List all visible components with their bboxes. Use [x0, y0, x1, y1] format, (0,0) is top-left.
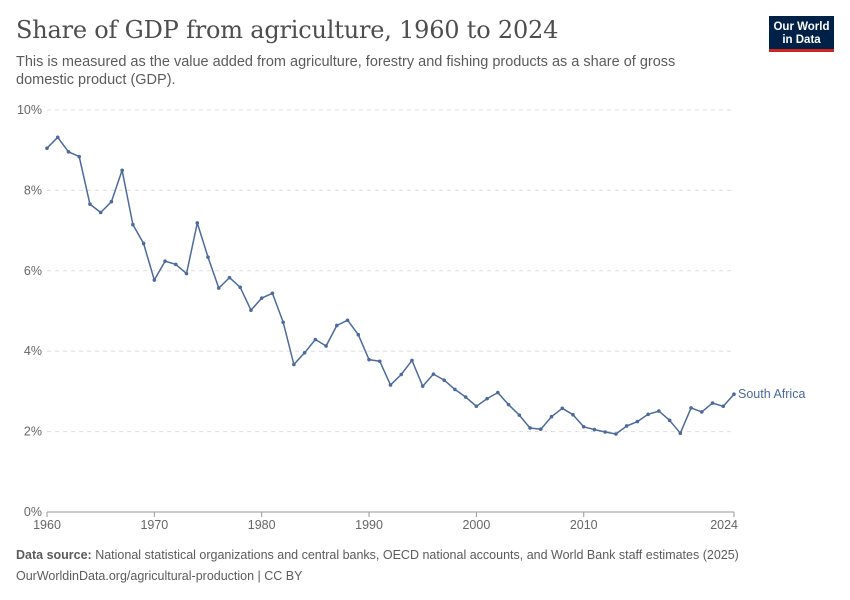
x-tick-label: 2000	[462, 518, 490, 532]
data-point[interactable]	[131, 222, 135, 227]
data-point[interactable]	[66, 150, 71, 154]
data-point[interactable]	[238, 285, 243, 290]
data-point[interactable]	[270, 291, 275, 296]
data-point[interactable]	[206, 255, 210, 259]
data-point[interactable]	[45, 146, 49, 150]
data-point[interactable]	[77, 154, 82, 159]
data-point[interactable]	[453, 387, 457, 392]
data-point[interactable]	[152, 278, 157, 282]
data-point[interactable]	[249, 308, 253, 312]
y-tick-label: 4%	[24, 344, 42, 358]
data-point[interactable]	[356, 332, 361, 337]
data-point[interactable]	[474, 404, 479, 409]
logo-line-1: Our World	[773, 21, 830, 33]
data-source-label: Data source:	[16, 548, 92, 562]
data-point[interactable]	[109, 199, 114, 204]
y-tick-label: 10%	[17, 103, 42, 117]
data-point[interactable]	[163, 259, 167, 263]
owid-logo[interactable]: Our World in Data	[769, 16, 834, 52]
data-point[interactable]	[496, 390, 500, 395]
data-point[interactable]	[335, 323, 339, 328]
series-line-south-africa[interactable]	[46, 136, 735, 435]
data-point[interactable]	[141, 241, 146, 246]
data-point[interactable]	[292, 362, 296, 367]
x-tick-label: 1990	[355, 518, 383, 532]
data-point[interactable]	[259, 296, 264, 300]
data-point[interactable]	[216, 286, 221, 290]
data-point[interactable]	[614, 432, 618, 436]
y-tick-label: 0%	[24, 505, 42, 519]
data-point[interactable]	[302, 351, 307, 355]
data-point[interactable]	[635, 419, 640, 424]
data-point[interactable]	[227, 275, 232, 280]
data-point[interactable]	[313, 337, 318, 342]
data-point[interactable]	[345, 318, 350, 323]
data-point[interactable]	[624, 424, 629, 428]
data-point[interactable]	[367, 357, 371, 362]
data-point[interactable]	[120, 168, 124, 173]
data-point[interactable]	[517, 413, 522, 417]
x-axis: 1960 1970 1980 1990 2000 2010 2024	[33, 511, 738, 532]
y-tick-label: 8%	[24, 183, 42, 197]
data-point[interactable]	[442, 378, 446, 382]
x-tick-label: 2010	[570, 518, 598, 532]
data-point[interactable]	[420, 384, 425, 388]
data-point[interactable]	[603, 430, 607, 434]
data-point[interactable]	[55, 135, 60, 140]
grid-lines	[47, 109, 734, 433]
data-point[interactable]	[689, 406, 693, 410]
data-point[interactable]	[324, 344, 328, 348]
data-point[interactable]	[667, 418, 672, 423]
data-point[interactable]	[506, 402, 511, 407]
data-point[interactable]	[549, 414, 554, 419]
x-tick-label: 1970	[140, 518, 168, 532]
data-point[interactable]	[410, 358, 414, 363]
x-tick-label: 1980	[248, 518, 276, 532]
chart-subtitle: This is measured as the value added from…	[16, 54, 676, 88]
series-layer: South Africa	[45, 135, 805, 436]
source-url[interactable]: OurWorldinData.org/agricultural-producti…	[16, 569, 303, 583]
data-point[interactable]	[388, 383, 393, 387]
data-point[interactable]	[431, 372, 436, 376]
x-tick-label: 2024	[710, 518, 738, 532]
data-point[interactable]	[581, 424, 586, 429]
data-point[interactable]	[657, 409, 661, 413]
data-point[interactable]	[528, 426, 532, 430]
data-point[interactable]	[699, 410, 704, 414]
logo-line-2: in Data	[782, 34, 821, 46]
data-point[interactable]	[592, 427, 597, 432]
data-source-text: National statistical organizations and c…	[91, 548, 739, 562]
data-source: Data source: National statistical organi…	[16, 548, 739, 562]
data-point[interactable]	[174, 262, 178, 267]
data-point[interactable]	[560, 406, 565, 411]
data-point[interactable]	[377, 359, 382, 364]
data-point[interactable]	[732, 392, 736, 397]
data-point[interactable]	[485, 396, 489, 401]
data-point[interactable]	[195, 221, 200, 225]
series-label-south-africa: South Africa	[738, 387, 805, 401]
data-point[interactable]	[538, 427, 543, 431]
data-point[interactable]	[710, 401, 715, 405]
y-tick-label: 2%	[24, 425, 42, 439]
data-point[interactable]	[646, 412, 650, 417]
x-tick-label: 1960	[33, 518, 61, 532]
data-point[interactable]	[281, 320, 285, 325]
data-point[interactable]	[721, 404, 726, 409]
y-tick-label: 6%	[24, 264, 42, 278]
chart-title: Share of GDP from agriculture, 1960 to 2…	[16, 16, 559, 44]
data-point[interactable]	[184, 271, 189, 276]
data-point[interactable]	[678, 431, 683, 436]
y-axis-tick-labels: 0% 2% 4% 6% 8% 10%	[17, 103, 42, 519]
data-point[interactable]	[399, 372, 404, 377]
data-point[interactable]	[463, 395, 468, 399]
data-point[interactable]	[571, 412, 575, 417]
data-point[interactable]	[98, 210, 103, 215]
data-point[interactable]	[88, 202, 92, 206]
